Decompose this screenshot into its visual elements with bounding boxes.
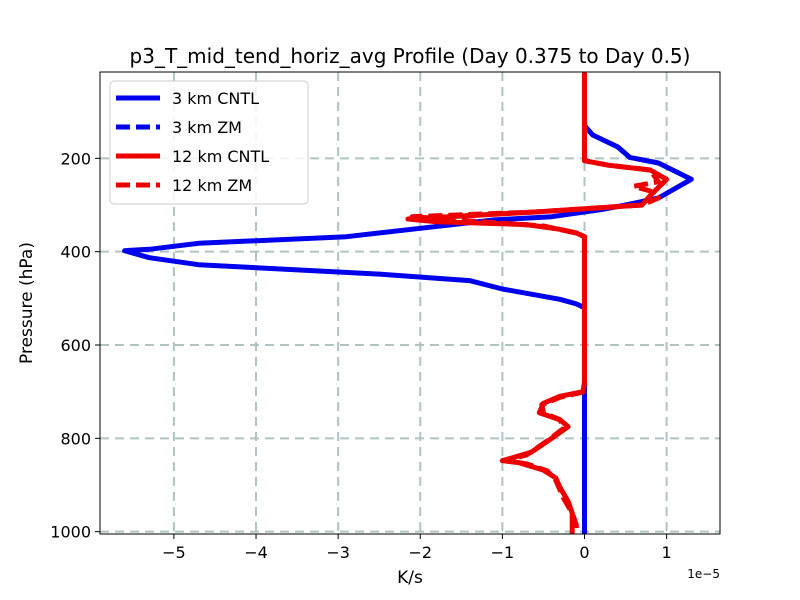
series-line-12-km-zm (409, 72, 661, 534)
legend-label: 12 km CNTL (172, 147, 269, 166)
y-tick-label: 800 (60, 429, 91, 448)
x-tick-label: −2 (408, 543, 432, 562)
y-tick-label: 1000 (50, 523, 91, 542)
x-tick-label: −5 (162, 543, 186, 562)
x-offset-label: 1e−5 (687, 567, 720, 581)
y-tick-label: 200 (60, 149, 91, 168)
series-lines (122, 72, 694, 534)
x-tick-label: 0 (579, 543, 589, 562)
legend-label: 3 km CNTL (172, 89, 259, 108)
chart-title: p3_T_mid_tend_horiz_avg Profile (Day 0.3… (130, 44, 691, 68)
x-tick-label: −3 (326, 543, 350, 562)
y-tick-label: 600 (60, 336, 91, 355)
legend-label: 3 km ZM (172, 118, 242, 137)
y-axis-label: Pressure (hPa) (17, 242, 37, 364)
legend: 3 km CNTL 3 km ZM 12 km CNTL 12 km ZM (109, 80, 309, 205)
legend-label: 12 km ZM (172, 176, 252, 195)
grid-lines (100, 72, 720, 534)
legend-box (109, 80, 309, 205)
x-tick-label: −1 (491, 543, 515, 562)
axis-ticks: −5 −4 −3 −2 −1 0 1 200 400 600 800 1000 (50, 149, 671, 562)
series-line-12-km-cntl (405, 72, 670, 534)
x-axis-label: K/s (397, 568, 423, 588)
plot-frame (99, 71, 721, 535)
x-tick-label: 1 (662, 543, 672, 562)
y-tick-label: 400 (60, 243, 91, 262)
x-tick-label: −4 (244, 543, 268, 562)
